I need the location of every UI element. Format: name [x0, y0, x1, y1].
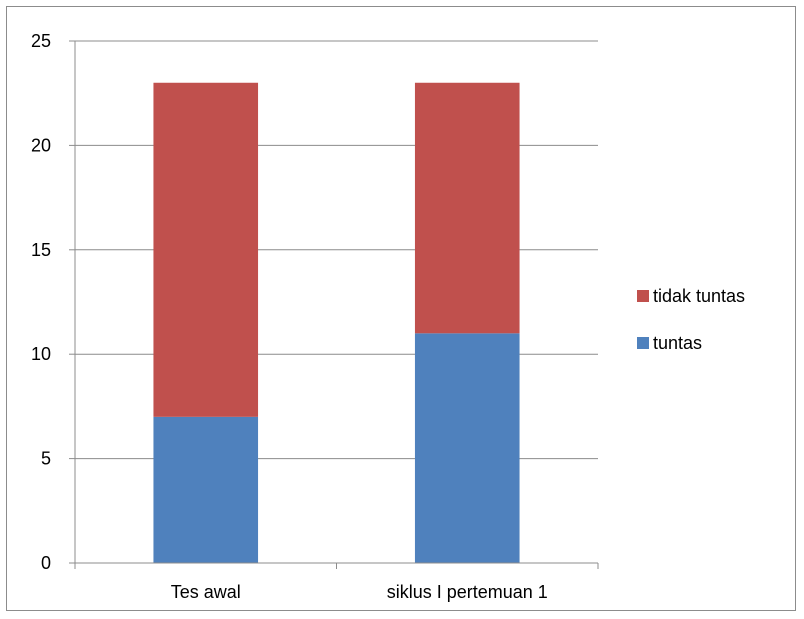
legend-swatch-tidak-tuntas [637, 290, 649, 302]
y-tick-label: 10 [31, 344, 51, 364]
bar-tuntas-0 [153, 416, 259, 563]
legend-swatch-tuntas [637, 337, 649, 349]
y-tick-labels: 0 5 10 15 20 25 [31, 31, 51, 573]
bar-tidak-tuntas-0 [153, 82, 259, 417]
x-tick-labels: Tes awal siklus I pertemuan 1 [171, 582, 548, 602]
x-tick-label: siklus I pertemuan 1 [387, 582, 548, 602]
y-tick-label: 15 [31, 240, 51, 260]
legend-label-tidak-tuntas: tidak tuntas [653, 286, 745, 306]
y-tick-label: 0 [41, 553, 51, 573]
y-tick-label: 20 [31, 135, 51, 155]
y-tick-label: 5 [41, 449, 51, 469]
x-tick-label: Tes awal [171, 582, 241, 602]
axes [69, 40, 599, 569]
legend: tidak tuntas tuntas [637, 286, 745, 353]
bars [153, 82, 520, 563]
legend-label-tuntas: tuntas [653, 333, 702, 353]
bar-tidak-tuntas-1 [414, 82, 520, 334]
bar-tuntas-1 [414, 333, 520, 563]
y-tick-label: 25 [31, 31, 51, 51]
chart-frame [6, 6, 796, 611]
